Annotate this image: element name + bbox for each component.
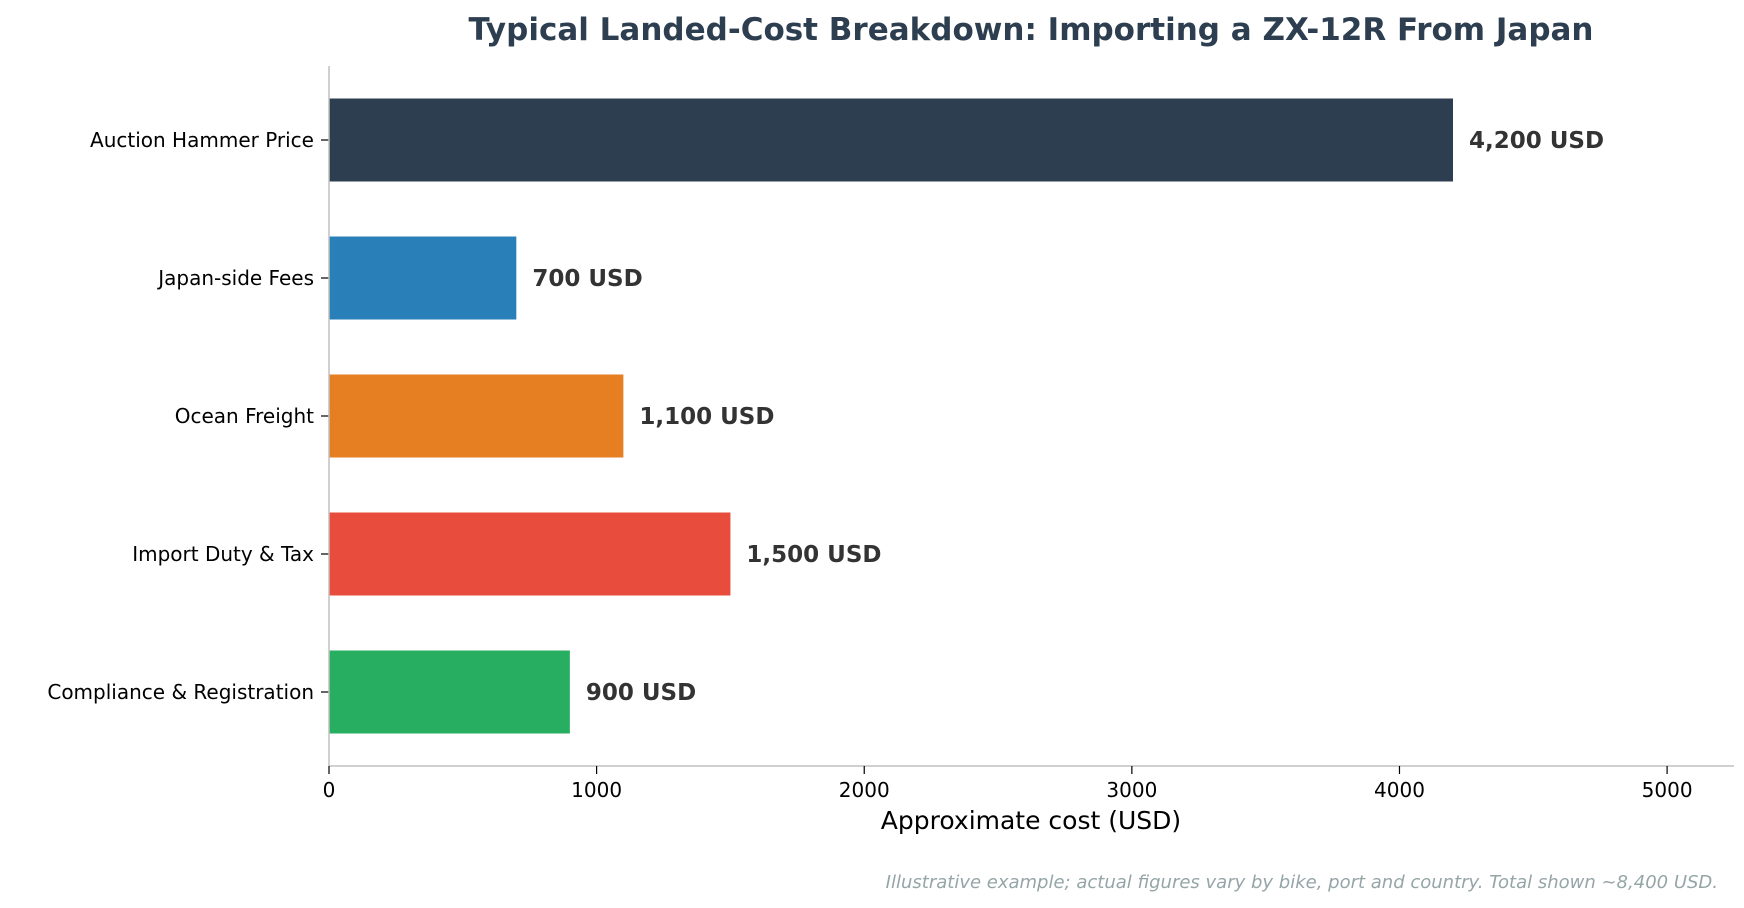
chart-note: Illustrative example; actual figures var… xyxy=(886,872,1718,893)
x-tick-label-5: 4000 xyxy=(1374,778,1425,802)
bar-5 xyxy=(329,650,570,734)
category-label-3: Ocean Freight xyxy=(175,404,314,428)
value-label-4: 1,500 USD xyxy=(746,542,881,568)
x-tick-label-3: 2000 xyxy=(839,778,890,802)
category-label-5: Compliance & Registration xyxy=(47,680,314,704)
category-label-2: Japan-side Fees xyxy=(156,266,314,290)
value-label-5: 900 USD xyxy=(586,680,696,706)
x-tick-label-1: 0 xyxy=(323,778,336,802)
category-label-4: Import Duty & Tax xyxy=(132,542,314,566)
value-label-1: 4,200 USD xyxy=(1469,128,1604,154)
bar-4 xyxy=(329,512,731,596)
bar-1 xyxy=(329,98,1453,182)
value-label-2: 700 USD xyxy=(532,266,642,292)
bar-3 xyxy=(329,374,624,458)
x-tick-label-6: 5000 xyxy=(1642,778,1693,802)
bar-2 xyxy=(329,236,517,320)
value-label-3: 1,100 USD xyxy=(639,404,774,430)
chart-title: Typical Landed-Cost Breakdown: Importing… xyxy=(468,12,1593,48)
x-tick-label-4: 3000 xyxy=(1106,778,1157,802)
axes-layer: Auction Hammer Price Japan-side Fees Ocean… xyxy=(47,66,1734,802)
category-label-1: Auction Hammer Price xyxy=(90,128,314,152)
x-axis-label: Approximate cost (USD) xyxy=(881,806,1181,835)
x-tick-label-2: 1000 xyxy=(571,778,622,802)
bars-layer: 4,200 USD 700 USD 1,100 USD 1,500 USD 900 US… xyxy=(329,98,1604,734)
